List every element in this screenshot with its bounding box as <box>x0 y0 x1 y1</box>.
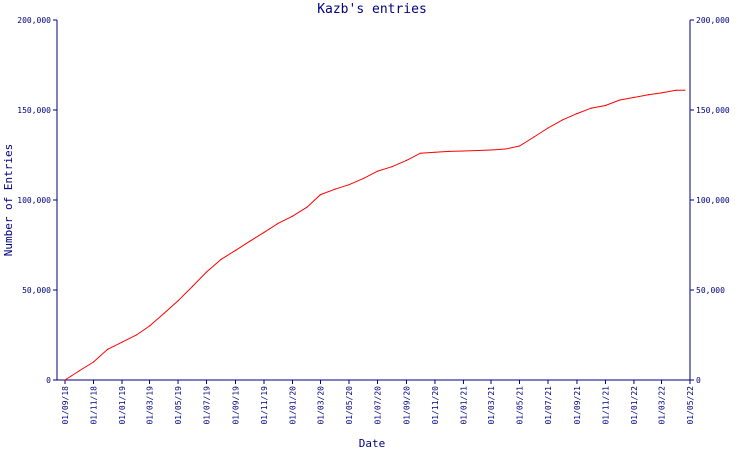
data-point <box>504 148 507 150</box>
data-point <box>618 99 621 101</box>
data-point <box>191 285 194 287</box>
x-tick-label: 01/11/20 <box>431 386 440 425</box>
x-tick-label: 01/03/20 <box>317 386 326 425</box>
x-tick-label: 01/09/20 <box>402 386 411 425</box>
data-point <box>547 127 549 129</box>
data-point <box>291 215 294 217</box>
data-point <box>448 150 450 152</box>
data-point <box>419 152 422 154</box>
data-point <box>319 194 322 196</box>
data-point <box>263 231 265 233</box>
y-tick-label-left: 50,000 <box>22 286 51 295</box>
data-point <box>277 222 279 224</box>
data-point <box>391 166 393 168</box>
data-point <box>121 341 123 343</box>
data-point <box>647 94 650 96</box>
data-point <box>135 334 138 336</box>
data-point <box>684 89 686 91</box>
data-point <box>576 113 578 115</box>
x-tick-label: 01/05/19 <box>174 386 183 425</box>
y-tick-label-right: 50,000 <box>696 286 725 295</box>
y-tick-label-left: 150,000 <box>17 106 51 115</box>
x-tick-label: 01/07/20 <box>374 386 383 425</box>
y-axis-label: Number of Entries <box>2 144 15 257</box>
data-point <box>590 107 592 109</box>
data-point <box>205 271 208 273</box>
data-point <box>306 206 308 208</box>
x-tick-label: 01/11/18 <box>89 386 98 425</box>
x-tick-label: 01/05/21 <box>516 386 525 425</box>
data-point <box>462 150 465 152</box>
data-point <box>348 184 350 186</box>
series-layer <box>64 89 686 381</box>
y-tick-label-left: 200,000 <box>17 16 51 25</box>
chart-title: Kazb's entries <box>317 2 427 17</box>
data-point <box>518 145 521 147</box>
y-tick-label-left: 100,000 <box>17 196 51 205</box>
x-tick-label: 01/05/22 <box>686 386 695 425</box>
data-point <box>561 119 564 121</box>
x-tick-label: 01/09/21 <box>573 386 582 425</box>
axes <box>56 20 691 381</box>
x-axis-label: Date <box>359 437 386 450</box>
data-point <box>220 258 222 260</box>
y-tick-label-right: 200,000 <box>696 16 730 25</box>
x-tick-label: 01/03/19 <box>146 386 155 425</box>
data-point <box>177 300 179 302</box>
y-tick-label-right: 100,000 <box>696 196 730 205</box>
series-line-entries <box>64 89 685 381</box>
x-tick-label: 01/03/22 <box>658 386 667 425</box>
data-point <box>376 170 379 172</box>
data-point <box>490 149 492 151</box>
x-tick-label: 01/09/19 <box>231 386 240 425</box>
data-point <box>78 370 80 372</box>
x-tick-label: 01/07/21 <box>544 386 553 425</box>
data-point <box>434 151 436 153</box>
x-tick-label: 01/11/19 <box>260 386 269 425</box>
data-point <box>92 361 95 363</box>
x-tick-label: 01/01/21 <box>459 386 468 425</box>
x-tick-label: 01/09/18 <box>61 386 70 425</box>
data-point <box>234 249 237 251</box>
data-point <box>604 104 607 107</box>
data-point <box>477 149 479 152</box>
data-point <box>148 325 151 327</box>
x-tick-label: 01/07/19 <box>203 386 212 425</box>
data-point <box>334 188 336 190</box>
x-tick-label: 01/11/21 <box>601 386 610 425</box>
data-point <box>163 312 165 314</box>
data-point <box>675 89 677 91</box>
data-point <box>405 159 408 161</box>
data-point <box>533 136 535 138</box>
data-point <box>633 96 635 98</box>
y-tick-label-left: 0 <box>46 376 51 385</box>
x-tick-label: 01/01/22 <box>630 386 639 425</box>
data-point <box>64 379 66 381</box>
y-tick-label-right: 0 <box>696 376 701 385</box>
x-tick-label: 01/01/20 <box>288 386 297 425</box>
data-point <box>660 92 663 94</box>
x-tick-label: 01/05/20 <box>345 386 354 425</box>
data-point <box>362 177 365 179</box>
data-point <box>106 348 109 350</box>
x-tick-label: 01/01/19 <box>118 386 127 425</box>
data-point <box>248 240 251 242</box>
axis-ticks: 0 0 50,000 50,000 100,000 100,000 150,000 150,0… <box>17 16 730 425</box>
y-tick-label-right: 150,000 <box>696 106 730 115</box>
x-tick-label: 01/03/21 <box>487 386 496 425</box>
